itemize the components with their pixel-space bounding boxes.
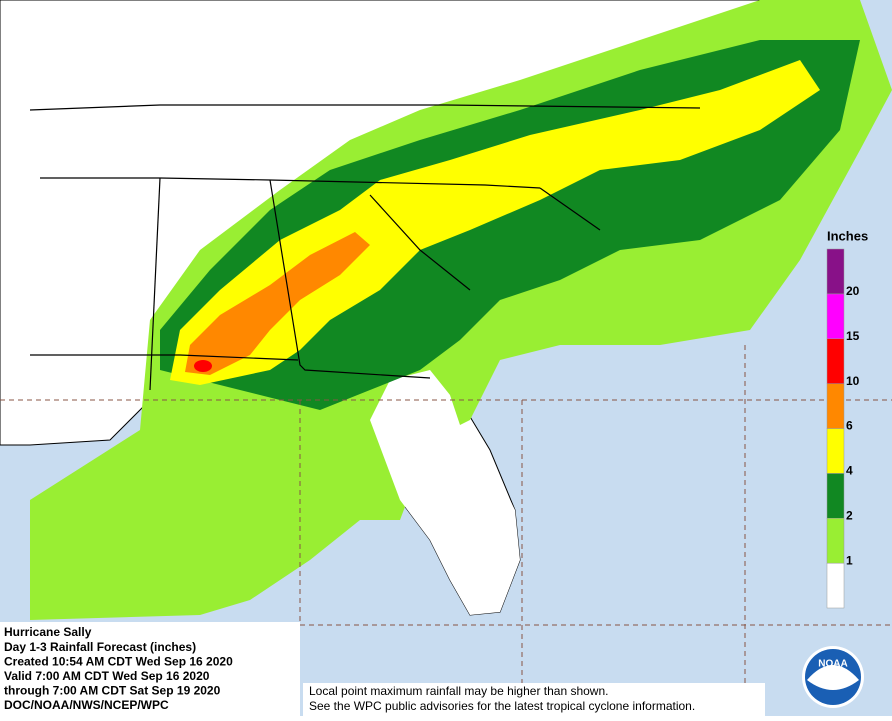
legend-swatch — [826, 338, 845, 384]
lat-lon-grid — [0, 345, 892, 716]
legend: Inches 1 2 4 6 10 15 20 — [826, 228, 868, 609]
rain-0-1 — [370, 370, 520, 615]
info-line: DOC/NOAA/NWS/NCEP/WPC — [4, 698, 169, 712]
state-borders — [29, 104, 701, 391]
disclaimer-box — [303, 683, 765, 716]
disclaimer-line: Local point maximum rainfall may be high… — [309, 684, 608, 698]
info-line: through 7:00 AM CDT Sat Sep 19 2020 — [4, 684, 221, 698]
info-line: Day 1-3 Rainfall Forecast (inches) — [4, 640, 196, 654]
disclaimer-line: See the WPC public advisories for the la… — [309, 699, 695, 713]
legend-swatch — [826, 248, 845, 295]
rain-10-15 — [194, 360, 212, 372]
legend-tick-label: 1 — [846, 553, 853, 567]
legend-swatch — [826, 383, 845, 429]
legend-swatch — [826, 518, 845, 564]
noaa-logo: NOAA — [802, 646, 864, 708]
legend-swatch — [826, 428, 845, 474]
logo-bird — [807, 665, 859, 690]
legend-tick-label: 2 — [846, 508, 853, 522]
legend-tick-label: 20 — [846, 284, 860, 298]
rain-4-6 — [170, 60, 820, 385]
legend-tick-label: 6 — [846, 419, 853, 433]
legend-tick-label: 10 — [846, 374, 860, 388]
rain-6-10 — [185, 232, 370, 375]
info-line: Hurricane Sally — [4, 625, 92, 639]
info-line: Created 10:54 AM CDT Wed Sep 16 2020 — [4, 654, 233, 668]
legend-title: Inches — [827, 228, 868, 243]
info-box — [0, 622, 300, 716]
legend-swatch — [826, 473, 845, 519]
legend-tick-label: 4 — [846, 464, 853, 478]
legend-swatch — [826, 562, 845, 609]
logo-text: NOAA — [818, 659, 847, 670]
info-line: Valid 7:00 AM CDT Wed Sep 16 2020 — [4, 669, 210, 683]
legend-tick-label: 15 — [846, 329, 860, 343]
legend-swatch — [826, 293, 845, 339]
